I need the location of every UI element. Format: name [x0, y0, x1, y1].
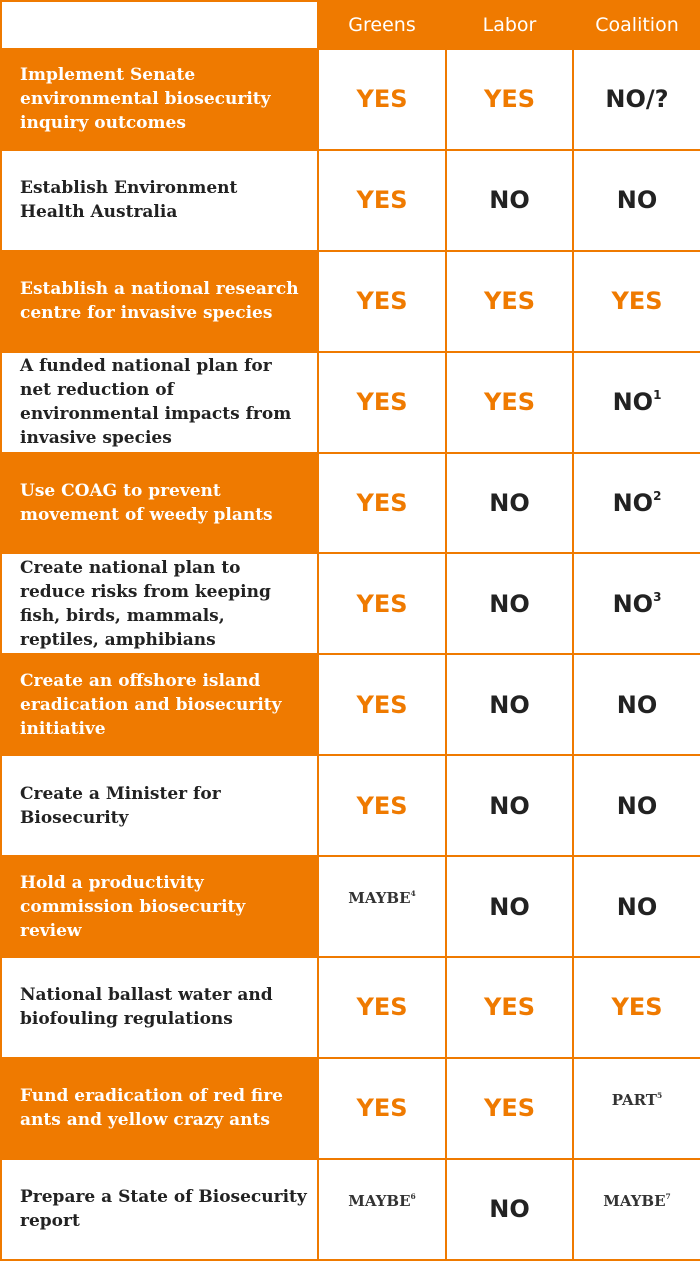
coalition-answer: NO3 — [572, 552, 700, 656]
greens-answer: YES — [317, 249, 447, 353]
table-row: Use COAG to prevent movement of weedy pl… — [0, 451, 700, 555]
greens-answer: YES — [317, 552, 447, 656]
policy-label: Use COAG to prevent movement of weedy pl… — [0, 451, 319, 555]
greens-answer: YES — [317, 48, 447, 151]
coalition-answer: NO — [572, 754, 700, 858]
coalition-answer: NO — [572, 653, 700, 757]
policy-label: Prepare a State of Biosecurity report — [0, 1157, 319, 1261]
coalition-answer: NO1 — [572, 350, 700, 454]
labor-answer: YES — [445, 350, 574, 454]
coalition-answer: NO — [572, 855, 700, 959]
coalition-answer: PART5 — [572, 1056, 700, 1160]
policy-label: Implement Senate environmental biosecuri… — [0, 48, 319, 151]
greens-answer: YES — [317, 350, 447, 454]
labor-answer: NO — [445, 451, 574, 555]
footnote-marker: 7 — [665, 1191, 671, 1201]
labor-answer: NO — [445, 148, 574, 252]
table-row: Prepare a State of Biosecurity report MA… — [0, 1157, 700, 1261]
labor-answer: YES — [445, 956, 574, 1059]
labor-answer: NO — [445, 1157, 574, 1261]
coalition-answer: NO — [572, 148, 700, 252]
table-row: A funded national plan for net reduction… — [0, 350, 700, 454]
labor-answer: YES — [445, 249, 574, 353]
greens-answer: YES — [317, 754, 447, 858]
labor-answer: NO — [445, 855, 574, 959]
table-row: Establish a national research centre for… — [0, 249, 700, 353]
labor-answer: YES — [445, 48, 574, 151]
header-coalition: Coalition — [572, 0, 700, 50]
coalition-answer: MAYBE7 — [572, 1157, 700, 1261]
table-row: Implement Senate environmental biosecuri… — [0, 48, 700, 151]
header-row: Greens Labor Coalition — [0, 0, 700, 50]
labor-answer: NO — [445, 552, 574, 656]
labor-answer: NO — [445, 754, 574, 858]
coalition-answer: NO2 — [572, 451, 700, 555]
table-row: Establish Environment Health Australia Y… — [0, 148, 700, 252]
table-row: National ballast water and biofouling re… — [0, 956, 700, 1059]
policy-label: Fund eradication of red fire ants and ye… — [0, 1056, 319, 1160]
greens-answer: MAYBE6 — [317, 1157, 447, 1261]
table-row: Create an offshore island eradication an… — [0, 653, 700, 757]
policy-label: Hold a productivity commission biosecuri… — [0, 855, 319, 959]
footnote-marker: 4 — [410, 889, 416, 898]
table-row: Create a Minister for Biosecurity YES NO… — [0, 754, 700, 858]
greens-answer: YES — [317, 1056, 447, 1160]
greens-answer: YES — [317, 653, 447, 757]
policy-label: Create an offshore island eradication an… — [0, 653, 319, 757]
table-row: Hold a productivity commission biosecuri… — [0, 855, 700, 959]
table-row: Create national plan to reduce risks fro… — [0, 552, 700, 656]
greens-answer: YES — [317, 956, 447, 1059]
footnote-marker: 6 — [410, 1191, 416, 1201]
policy-label: A funded national plan for net reduction… — [0, 350, 319, 454]
labor-answer: YES — [445, 1056, 574, 1160]
policy-label: Create a Minister for Biosecurity — [0, 754, 319, 858]
header-labor: Labor — [445, 0, 574, 50]
coalition-answer: YES — [572, 249, 700, 353]
greens-answer: YES — [317, 148, 447, 252]
policy-label: National ballast water and biofouling re… — [0, 956, 319, 1059]
policy-label: Establish Environment Health Australia — [0, 148, 319, 252]
footnote-marker: 2 — [653, 489, 662, 504]
table-row: Fund eradication of red fire ants and ye… — [0, 1056, 700, 1160]
policy-label: Create national plan to reduce risks fro… — [0, 552, 319, 656]
footnote-marker: 5 — [656, 1090, 663, 1100]
greens-answer: YES — [317, 451, 447, 555]
labor-answer: NO — [445, 653, 574, 757]
header-greens: Greens — [317, 0, 447, 50]
header-corner — [0, 0, 319, 50]
greens-answer: MAYBE4 — [317, 855, 447, 959]
coalition-answer: NO/? — [572, 48, 700, 151]
coalition-answer: YES — [572, 956, 700, 1059]
footnote-marker: 1 — [653, 388, 662, 403]
policy-label: Establish a national research centre for… — [0, 249, 319, 353]
footnote-marker: 3 — [653, 590, 662, 605]
